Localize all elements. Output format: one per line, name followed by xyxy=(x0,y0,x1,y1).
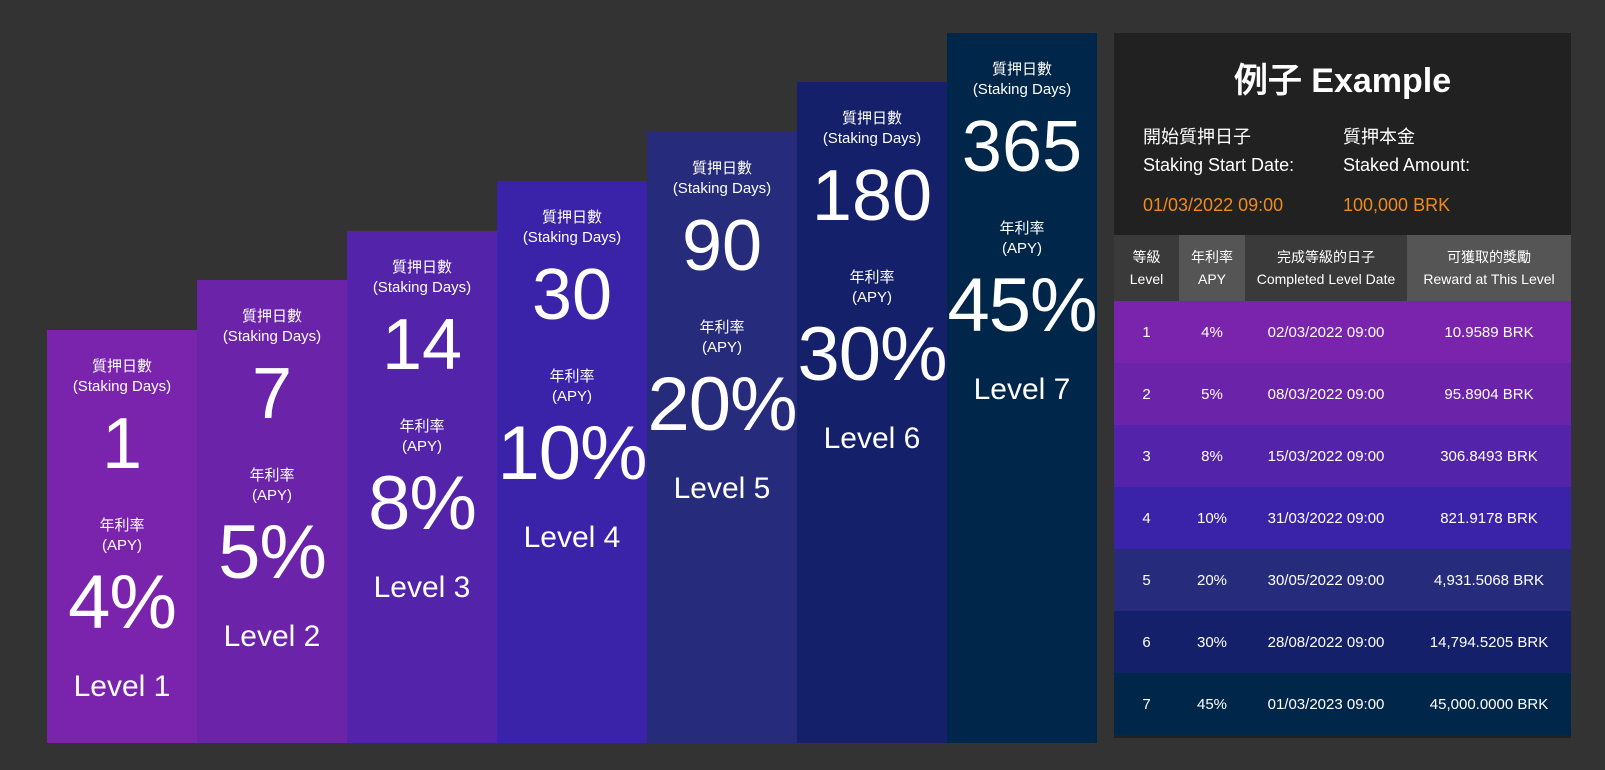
cell-date: 30/05/2022 09:00 xyxy=(1267,571,1385,589)
header-level: 等級 Level xyxy=(1114,235,1179,301)
cell-apy: 20% xyxy=(1196,571,1228,589)
start-date-label-en: Staking Start Date: xyxy=(1143,155,1295,175)
staking-days-value: 180 xyxy=(811,156,933,236)
apy-value: 4% xyxy=(68,560,177,645)
cell-apy: 8% xyxy=(1201,447,1223,465)
cell-date: 02/03/2022 09:00 xyxy=(1267,323,1385,341)
apy-value: 20% xyxy=(647,362,797,447)
cell-date: 01/03/2023 09:00 xyxy=(1267,695,1385,713)
level-column: 質押日數 (Staking Days) 365 年利率 (APY) 45% Leve… xyxy=(947,33,1098,743)
cell-date: 31/03/2022 09:00 xyxy=(1267,509,1385,527)
staking-days-value: 365 xyxy=(961,107,1083,187)
table-row: 1 4% 02/03/2022 09:00 10.9589 BRK xyxy=(1114,301,1571,363)
start-date-info: 開始質押日子 Staking Start Date: 01/03/2022 09… xyxy=(1143,123,1294,219)
level-column: 質押日數 (Staking Days) 30 年利率 (APY) 10% Level… xyxy=(497,181,648,743)
example-panel: 例子 Example 開始質押日子 Staking Start Date: 01… xyxy=(1114,33,1571,738)
level-name: Level 3 xyxy=(373,571,471,604)
table-row: 7 45% 01/03/2023 09:00 45,000.0000 BRK xyxy=(1114,673,1571,735)
cell-reward: 306.8493 BRK xyxy=(1440,447,1538,465)
apy-value: 45% xyxy=(947,263,1097,348)
level-name: Level 5 xyxy=(673,472,771,505)
level-column: 質押日數 (Staking Days) 90 年利率 (APY) 20% Level… xyxy=(647,132,798,743)
example-title: 例子 Example xyxy=(1233,62,1452,100)
staking-days-value: 7 xyxy=(251,354,293,434)
staking-days-value: 30 xyxy=(531,255,613,335)
table-body: 1 4% 02/03/2022 09:00 10.9589 BRK 2 5% 08/03/2… xyxy=(1114,301,1571,735)
staking-days-label: 質押日數 (Staking Days) xyxy=(672,160,772,197)
cell-level: 6 xyxy=(1142,633,1151,651)
cell-apy: 45% xyxy=(1196,695,1228,713)
staking-days-label: 質押日數 (Staking Days) xyxy=(522,209,622,246)
cell-apy: 10% xyxy=(1196,509,1228,527)
apy-label: 年利率 (APY) xyxy=(549,368,595,405)
level-name: Level 1 xyxy=(73,670,171,703)
apy-value: 10% xyxy=(497,411,647,496)
cell-level: 5 xyxy=(1142,571,1151,589)
cell-level: 2 xyxy=(1142,385,1151,403)
staking-days-label: 質押日數 (Staking Days) xyxy=(372,259,472,296)
table-row: 5 20% 30/05/2022 09:00 4,931.5068 BRK xyxy=(1114,549,1571,611)
level-column: 質押日數 (Staking Days) 14 年利率 (APY) 8% Level … xyxy=(347,231,497,743)
staking-days-label: 質押日數 (Staking Days) xyxy=(72,358,172,395)
apy-value: 5% xyxy=(218,510,327,595)
staked-amount-info: 質押本金 Staked Amount: 100,000 BRK xyxy=(1343,123,1470,219)
staking-days-label: 質押日數 (Staking Days) xyxy=(822,110,922,147)
staking-days-label: 質押日數 (Staking Days) xyxy=(222,308,322,345)
table-row: 2 5% 08/03/2022 09:00 95.8904 BRK xyxy=(1114,363,1571,425)
cell-level: 3 xyxy=(1142,447,1151,465)
apy-label: 年利率 (APY) xyxy=(249,467,295,504)
level-name: Level 6 xyxy=(823,422,921,455)
cell-reward: 45,000.0000 BRK xyxy=(1429,695,1549,713)
staking-days-value: 14 xyxy=(381,305,463,385)
header-apy: 年利率 APY xyxy=(1191,249,1233,287)
cell-apy: 4% xyxy=(1201,323,1223,341)
apy-label: 年利率 (APY) xyxy=(99,517,145,554)
table-row: 6 30% 28/08/2022 09:00 14,794.5205 BRK xyxy=(1114,611,1571,673)
cell-reward: 4,931.5068 BRK xyxy=(1433,571,1545,589)
cell-level: 4 xyxy=(1142,509,1151,527)
table-row: 4 10% 31/03/2022 09:00 821.9178 BRK xyxy=(1114,487,1571,549)
apy-value: 30% xyxy=(797,312,947,397)
apy-value: 8% xyxy=(368,461,477,546)
cell-reward: 10.9589 BRK xyxy=(1444,323,1534,341)
start-date-label: 開始質押日子 xyxy=(1143,127,1251,147)
table-row: 3 8% 15/03/2022 09:00 306.8493 BRK xyxy=(1114,425,1571,487)
apy-label: 年利率 (APY) xyxy=(849,269,895,306)
cell-level: 7 xyxy=(1142,695,1151,713)
cell-apy: 30% xyxy=(1196,633,1228,651)
staked-amount-label: 質押本金 xyxy=(1343,127,1415,147)
cell-reward: 821.9178 BRK xyxy=(1440,509,1538,527)
reward-table: 等級 Level 年利率 APY 完成等級的日子 Completed Level Da… xyxy=(1114,235,1571,735)
staking-days-value: 1 xyxy=(101,404,143,484)
level-column: 質押日數 (Staking Days) 7 年利率 (APY) 5% Level 2 xyxy=(197,280,347,743)
cell-date: 08/03/2022 09:00 xyxy=(1267,385,1385,403)
level-column: 質押日數 (Staking Days) 1 年利率 (APY) 4% Level 1 xyxy=(47,330,197,743)
apy-label: 年利率 (APY) xyxy=(999,220,1045,257)
staking-days-label: 質押日數 (Staking Days) xyxy=(972,61,1072,98)
cell-date: 28/08/2022 09:00 xyxy=(1267,633,1385,651)
level-column: 質押日數 (Staking Days) 180 年利率 (APY) 30% Leve… xyxy=(797,82,948,743)
level-name: Level 2 xyxy=(223,620,321,653)
apy-label: 年利率 (APY) xyxy=(699,319,745,356)
staked-amount-label-en: Staked Amount: xyxy=(1343,155,1471,175)
staked-amount-value: 100,000 BRK xyxy=(1343,195,1451,215)
cell-apy: 5% xyxy=(1201,385,1223,403)
staking-days-value: 90 xyxy=(681,206,763,286)
cell-reward: 14,794.5205 BRK xyxy=(1429,633,1549,651)
header-reward: 可獲取的獎勵 Reward at This Level xyxy=(1423,249,1555,287)
cell-level: 1 xyxy=(1142,323,1151,341)
cell-reward: 95.8904 BRK xyxy=(1444,385,1534,403)
level-name: Level 7 xyxy=(973,373,1071,406)
table-header: 等級 Level 年利率 APY 完成等級的日子 Completed Level Da… xyxy=(1114,235,1571,301)
staking-levels: 質押日數 (Staking Days) 1 年利率 (APY) 4% Level 1… xyxy=(47,0,1100,743)
apy-label: 年利率 (APY) xyxy=(399,418,445,455)
level-name: Level 4 xyxy=(523,521,621,554)
cell-date: 15/03/2022 09:00 xyxy=(1267,447,1385,465)
header-completed-date: 完成等級的日子 Completed Level Date xyxy=(1245,235,1407,301)
start-date-value: 01/03/2022 09:00 xyxy=(1143,195,1284,215)
